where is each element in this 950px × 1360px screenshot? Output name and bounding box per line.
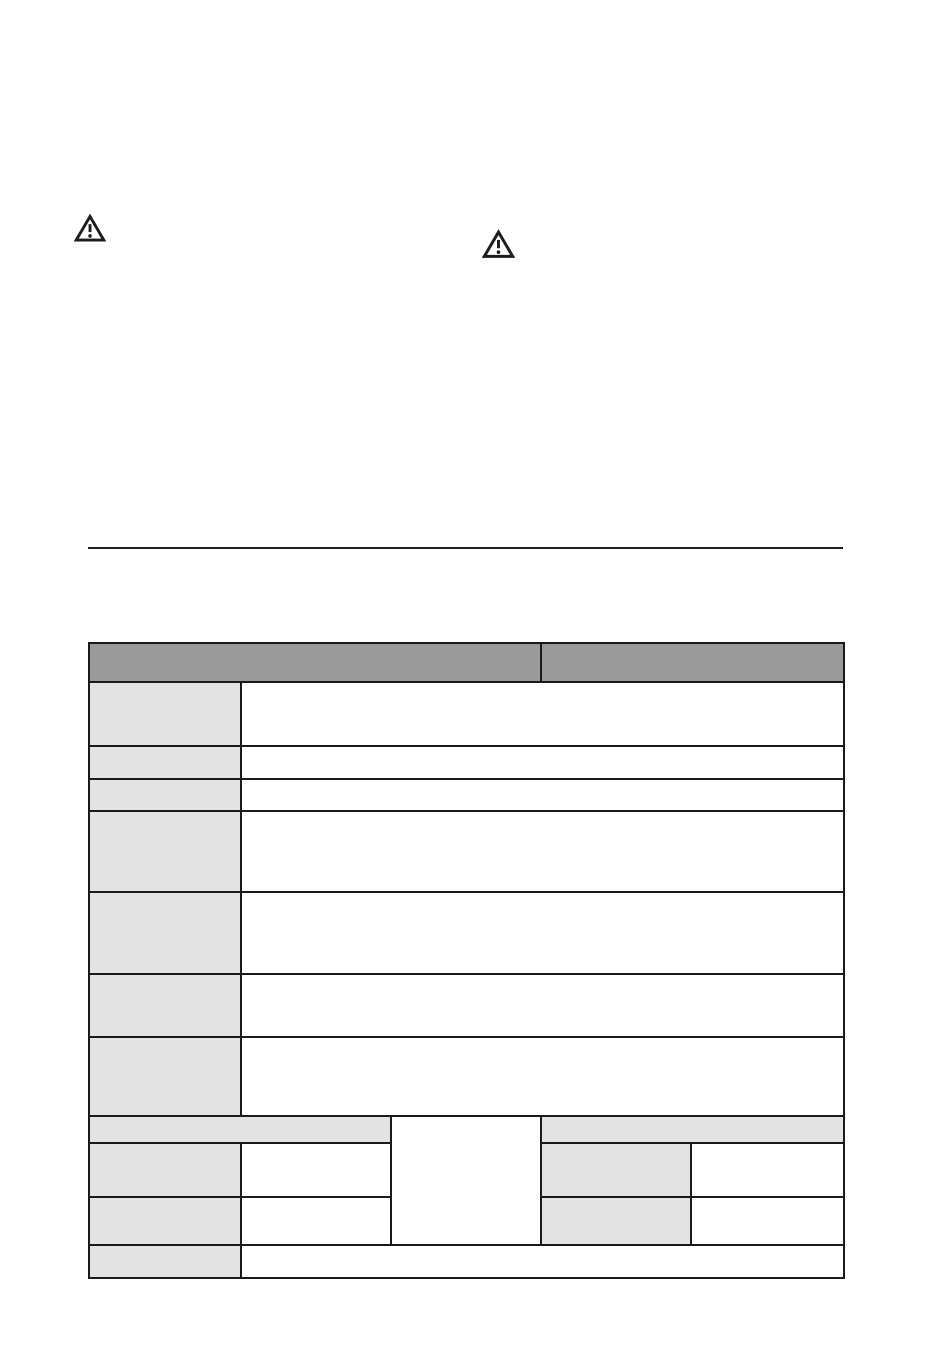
row-label-cell — [88, 778, 242, 812]
row-value-cell — [239, 778, 846, 812]
bottom-sub-row — [88, 1142, 846, 1198]
table-row — [88, 1036, 846, 1117]
bottom-left-strip-header — [88, 1115, 392, 1144]
table-row — [88, 681, 846, 747]
footer-value-cell — [239, 1244, 846, 1279]
bottom-left-label-cell — [88, 1142, 242, 1198]
table-header-band-left — [87, 642, 543, 683]
table-footer-row — [88, 1244, 846, 1279]
row-label-cell — [88, 973, 242, 1038]
row-value-cell — [239, 891, 846, 975]
row-value-cell — [239, 1036, 846, 1117]
bottom-right-strip-header — [540, 1115, 846, 1144]
bottom-right-value-cell — [690, 1142, 846, 1198]
table-row — [88, 745, 846, 780]
table-row — [88, 810, 846, 893]
bottom-right-label-cell — [540, 1196, 693, 1246]
bottom-right-value-cell — [690, 1196, 846, 1246]
row-label-cell — [88, 1036, 242, 1117]
warning-triangle-icon — [482, 229, 515, 258]
bottom-left-label-cell — [88, 1196, 242, 1246]
row-value-cell — [239, 973, 846, 1038]
spec-table — [87, 642, 846, 1279]
row-label-cell — [88, 681, 242, 747]
row-label-cell — [88, 745, 242, 780]
bottom-left-value-cell — [240, 1196, 392, 1246]
table-row — [88, 778, 846, 812]
warning-triangle-icon — [74, 213, 106, 242]
section-divider-rule — [88, 547, 843, 549]
table-header-row — [87, 642, 846, 683]
row-label-cell — [88, 810, 242, 893]
table-header-band-right — [540, 642, 846, 683]
row-value-cell — [239, 745, 846, 780]
row-value-cell — [239, 810, 846, 893]
bottom-middle-merged-cell — [389, 1115, 543, 1246]
row-value-cell — [239, 681, 846, 747]
bottom-left-value-cell — [240, 1142, 392, 1198]
bottom-right-label-cell — [540, 1142, 693, 1198]
footer-label-cell — [88, 1244, 242, 1279]
bottom-sub-row — [88, 1196, 846, 1246]
bottom-strip-row — [88, 1115, 846, 1246]
table-row — [88, 891, 846, 975]
row-label-cell — [88, 891, 242, 975]
table-row — [88, 973, 846, 1038]
